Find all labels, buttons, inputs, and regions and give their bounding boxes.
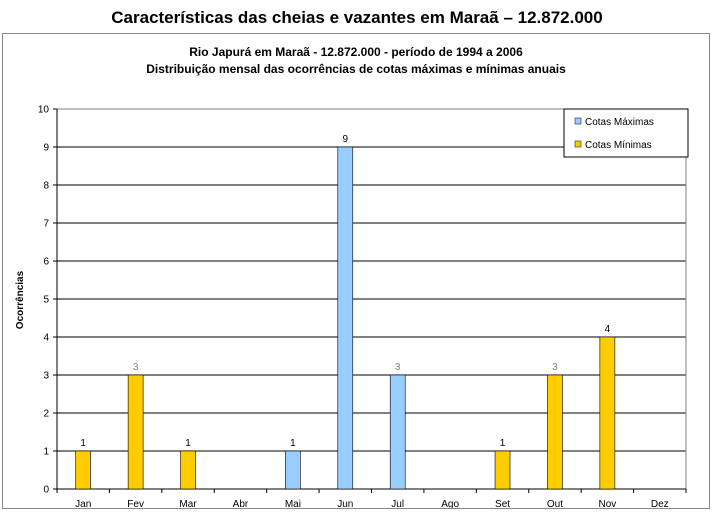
legend: Cotas Máximas Cotas Mínimas [563,108,689,158]
page-title: Características das cheias e vazantes em… [111,8,603,27]
chart-frame: Rio Japurá em Maraã - 12.872.000 - perío… [2,33,710,509]
y-tick-label: 0 [43,485,49,496]
y-axis-title: Ocorrências [15,270,26,329]
bar-cotas-minimas [547,374,563,490]
bar-cotas-minimas [127,374,144,490]
label-layer: 1 9 3 1 3 1 1 3 4 [80,134,610,449]
y-tick-label: 8 [43,181,49,192]
legend-label-1: Cotas Mínimas [585,140,652,151]
y-tick-label: 1 [43,447,49,458]
chart-title: Rio Japurá em Maraã - 12.872.000 - perío… [189,45,523,59]
y-tick-label: 2 [43,409,49,420]
bar-cotas-maximas [337,146,354,490]
x-tick-label: Set [495,499,510,508]
data-label: 1 [80,438,86,449]
chart-subtitle: Distribuição mensal das ocorrências de c… [146,62,566,76]
grid-layer [57,146,686,452]
x-tick-label: Nov [598,499,616,508]
bar-cotas-maximas [389,374,406,490]
bar-layer [75,146,616,490]
x-tick-label: Out [547,499,563,508]
y-tick-label: 3 [43,371,49,382]
bar-cotas-maximas [285,450,301,490]
data-label: 3 [552,362,558,373]
y-tick-label: 9 [43,143,49,154]
x-tick-label: Abr [233,499,249,508]
x-tick-label: Jun [337,499,353,508]
legend-swatch-1 [574,140,582,148]
y-tick-label: 7 [43,219,49,230]
legend-swatch-0 [574,117,582,125]
x-tick-label: Jul [391,499,404,508]
data-label: 4 [605,324,611,335]
data-label: 9 [343,134,349,145]
legend-box [563,108,689,158]
data-label: 3 [395,362,401,373]
bar-cotas-minimas [494,450,511,490]
x-tick-label: Ago [441,499,459,508]
bar-cotas-minimas [599,336,616,490]
legend-label-0: Cotas Máximas [585,117,654,128]
x-tick-label: Mai [285,499,301,508]
bar-cotas-minimas [75,450,92,490]
y-tick-label: 6 [43,257,49,268]
x-tick-label: Mar [179,499,197,508]
bar-cotas-minimas [180,450,196,490]
y-tick-label: 4 [43,333,49,344]
data-label: 1 [290,438,296,449]
chart-svg: Rio Japurá em Maraã - 12.872.000 - perío… [15,45,689,508]
y-tick-label: 5 [43,295,49,306]
x-tick-label: Dez [651,499,669,508]
data-label: 3 [133,362,139,373]
data-label: 1 [500,438,506,449]
data-label: 1 [185,438,191,449]
x-tick-label: Fev [127,499,144,508]
y-tick-label: 10 [38,105,50,116]
axis-layer: 0 1 2 3 4 5 6 7 8 9 10 Jan Fev Mar Abr Mai Jun Jul Ago Set O… [38,105,687,508]
x-tick-label: Jan [75,499,91,508]
